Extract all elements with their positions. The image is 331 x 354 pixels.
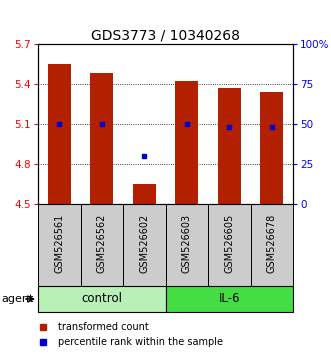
Text: transformed count: transformed count [58, 321, 149, 331]
Bar [132, 184, 156, 204]
Text: GSM526603: GSM526603 [182, 214, 192, 273]
Bar [90, 73, 114, 204]
Bar [166, 204, 208, 286]
Text: percentile rank within the sample: percentile rank within the sample [58, 337, 223, 347]
Bar [123, 204, 166, 286]
Bar [208, 204, 251, 286]
Bar [217, 88, 241, 204]
Bar [38, 204, 80, 286]
Bar [166, 286, 293, 312]
Bar [48, 64, 71, 204]
Bar [80, 204, 123, 286]
Bar [38, 286, 166, 312]
Text: GSM526605: GSM526605 [224, 214, 234, 273]
Text: GSM526562: GSM526562 [97, 214, 107, 273]
Bar [251, 204, 293, 286]
Text: GSM526561: GSM526561 [54, 214, 64, 273]
Text: GSM526678: GSM526678 [267, 214, 277, 273]
Text: IL-6: IL-6 [218, 292, 240, 306]
Bar [175, 81, 199, 204]
Text: GSM526602: GSM526602 [139, 214, 149, 273]
Text: agent: agent [2, 294, 34, 304]
Title: GDS3773 / 10340268: GDS3773 / 10340268 [91, 29, 240, 43]
Bar [260, 92, 283, 204]
Text: control: control [81, 292, 122, 306]
